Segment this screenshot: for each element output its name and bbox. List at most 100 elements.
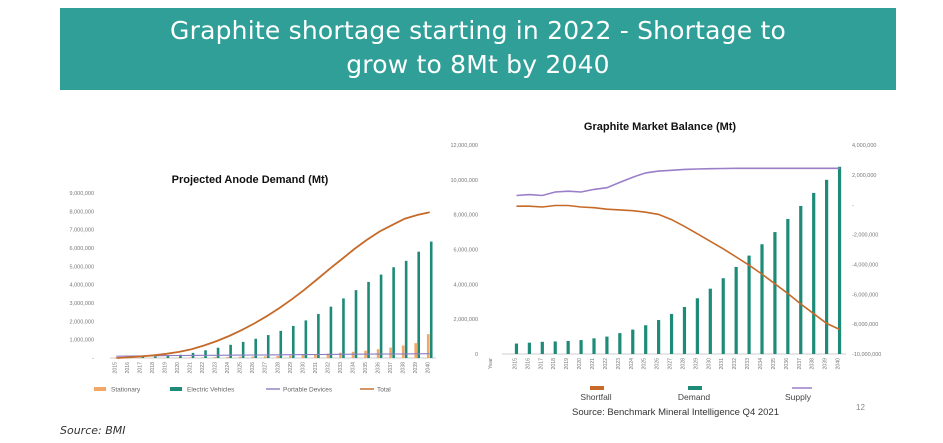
chart1-legend-label: Portable Devices [283, 387, 333, 394]
charts-svg: Projected Anode Demand (Mt) - 1,000,000 2,0… [70, 121, 882, 418]
chart1-bar-stationary [263, 356, 267, 358]
chart1-bar-stationary [289, 355, 292, 358]
chart1-bar-ev [429, 241, 433, 358]
chart1-xtick-label: 2016 [125, 362, 131, 374]
chart1-bar-ev [404, 260, 408, 358]
chart2-bar-demand [540, 341, 544, 354]
chart1-xtick-label: 2036 [376, 362, 382, 374]
slide-title-line-1: Graphite shortage starting in 2022 - Sho… [170, 16, 786, 45]
chart2-right-ytick-label: -8,000,000 [852, 322, 878, 328]
chart1-xtick-label: 2028 [275, 362, 281, 374]
chart2-bar-demand [773, 232, 777, 354]
chart2-xtick-label: 2026 [655, 358, 661, 370]
chart2-right-ytick-label: 2,000,000 [852, 173, 876, 179]
chart1-bar-stationary [414, 343, 417, 358]
chart2-legend-swatch [688, 386, 702, 390]
chart2-xlabel: Year [488, 358, 494, 369]
chart1-xtick-label: 2025 [238, 362, 244, 374]
chart2-bar-demand [631, 329, 635, 354]
chart2-bar-demand [786, 219, 790, 354]
chart1-bar-ev [166, 355, 170, 358]
chart2-source: Source: Benchmark Mineral Intelligence Q… [572, 407, 779, 418]
chart1-bar-ev [179, 354, 182, 358]
chart1-bar-stationary [389, 347, 392, 358]
chart2-left-ytick-label: 2,000,000 [454, 317, 478, 323]
chart1-bar-ev [392, 267, 395, 358]
chart1-xtick-label: 2017 [137, 362, 143, 374]
chart2-xtick-label: 2038 [810, 358, 816, 370]
chart2-bar-demand [682, 306, 687, 354]
chart1-bar-ev [367, 281, 370, 358]
chart1-bar-stationary [326, 353, 330, 358]
chart2-xtick-label: 2039 [823, 358, 829, 370]
chart2-xtick-label: 2035 [771, 358, 777, 370]
chart2-xtick-label: 2040 [836, 358, 842, 370]
chart1-ytick-label: 9,000,000 [70, 191, 94, 197]
chart1-xtick-label: 2034 [351, 362, 357, 374]
chart2-right-ytick-label: -2,000,000 [852, 233, 878, 239]
chart1-bar-stationary [238, 356, 242, 358]
chart2-left-ytick-label: 0 [475, 352, 478, 358]
chart2-xtick-label: 2024 [629, 358, 635, 370]
chart2-xtick-label: 2023 [616, 358, 622, 370]
chart1-xtick-label: 2018 [150, 362, 156, 374]
chart2-right-ytick-label: -4,000,000 [852, 262, 878, 268]
chart2-bar-demand [566, 340, 570, 354]
chart1-bar-ev [216, 347, 220, 358]
chart1-legend-label: Stationary [111, 387, 141, 394]
chart2-left-ytick-label: 10,000,000 [450, 178, 478, 184]
chart1-bar-stationary [351, 351, 355, 358]
chart2-bar-demand [527, 342, 531, 354]
chart1-bar-ev [154, 356, 157, 358]
chart1-xtick-label: 2040 [426, 362, 432, 374]
chart1-bar-stationary [301, 355, 305, 358]
chart2-xtick-label: 2034 [758, 358, 764, 370]
chart2-bar-demand [605, 336, 609, 354]
chart1-xtick-label: 2023 [213, 362, 219, 374]
chart2-xtick-label: 2022 [603, 358, 609, 370]
chart2-xtick-label: 2033 [745, 358, 751, 370]
page-number: 12 [856, 403, 865, 412]
chart1-xtick-label: 2026 [250, 362, 256, 374]
chart2-xtick-label: 2025 [642, 358, 648, 370]
chart1-bar-ev [317, 314, 320, 358]
chart1-bar-stationary [314, 354, 317, 358]
chart2-bar-demand [579, 340, 583, 354]
chart1-bar-ev [229, 344, 232, 358]
chart1-xtick-label: 2035 [363, 362, 369, 374]
chart1-xtick-label: 2019 [162, 362, 168, 374]
chart2-bar-demand [799, 205, 803, 354]
chart1-legend-swatch [94, 387, 106, 391]
chart1-ytick-label: 5,000,000 [70, 264, 94, 270]
chart1-xtick-label: 2021 [188, 362, 194, 374]
slide-title-line-2: grow to 8Mt by 2040 [346, 50, 610, 79]
chart1-bar-stationary [401, 345, 405, 358]
chart2-bar-demand [760, 244, 764, 354]
chart1-ytick-label: 3,000,000 [70, 301, 94, 307]
chart1-ytick-label: 4,000,000 [70, 283, 94, 289]
chart1-ytick-label: 7,000,000 [70, 228, 94, 234]
chart2-bar-demand [644, 325, 648, 354]
chart1-bar-stationary [251, 356, 254, 358]
chart2-xtick-label: 2015 [512, 358, 518, 370]
chart2-right-ytick-label: -10,000,000 [852, 352, 881, 358]
chart2-left-ytick-label: 6,000,000 [454, 248, 478, 254]
chart2-xtick-label: 2037 [797, 358, 803, 370]
chart1-legend-label: Total [377, 387, 391, 394]
chart1-ytick-label: 8,000,000 [70, 209, 94, 215]
chart1-bar-stationary [339, 352, 342, 358]
chart1-xtick-label: 2038 [401, 362, 407, 374]
chart2-xtick-label: 2019 [564, 358, 570, 370]
chart1-bar-ev [266, 335, 270, 358]
chart1-xtick-label: 2033 [338, 362, 344, 374]
chart1-ytick-label: 2,000,000 [70, 319, 94, 325]
chart2-title: Graphite Market Balance (Mt) [584, 121, 737, 133]
chart1-ytick-label: - [92, 356, 94, 362]
chart2-legend-label: Demand [678, 392, 710, 402]
chart1-bar-ev [379, 274, 383, 358]
chart1-bar-ev [292, 325, 295, 358]
chart2-xtick-label: 2029 [693, 358, 699, 370]
chart1-bar-ev [241, 341, 245, 358]
chart2-legend-swatch [590, 386, 604, 390]
chart1-bar-ev [204, 350, 207, 358]
